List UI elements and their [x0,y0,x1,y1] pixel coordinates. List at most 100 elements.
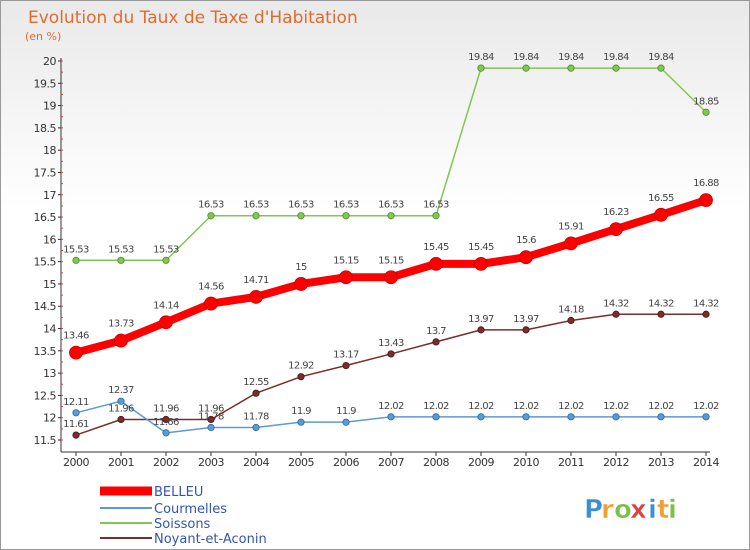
data-point-soissons [477,64,485,72]
data-point-noyant-et-aconin [342,361,350,370]
data-label-soissons: 16.53 [243,200,269,211]
logo-letter: i [668,495,677,525]
data-point-belleu [249,289,263,304]
chart-subtitle: (en %) [25,30,61,43]
data-label-soissons: 16.53 [333,200,359,211]
data-point-soissons [657,64,665,72]
y-tick-label: 13.5 [34,345,57,358]
data-label-belleu: 16.55 [648,193,674,204]
data-point-soissons [432,212,440,220]
data-label-courmelles: 12.02 [423,401,449,412]
data-label-belleu: 13.73 [108,319,134,330]
data-label-belleu: 14.56 [198,282,224,293]
data-point-soissons [612,64,620,72]
data-point-soissons [117,256,125,264]
data-label-noyant-et-aconin: 11.96 [153,403,179,414]
data-point-belleu [699,193,713,208]
data-point-belleu [609,222,623,236]
data-point-noyant-et-aconin [567,316,575,325]
data-label-belleu: 16.23 [603,207,629,218]
x-tick-label: 2004 [243,456,269,469]
y-tick-label: 14 [43,323,56,336]
data-point-noyant-et-aconin [117,415,125,424]
x-tick-label: 2008 [423,456,449,469]
data-point-courmelles [117,397,125,405]
data-point-belleu [339,270,353,285]
data-point-courmelles [477,413,485,421]
data-point-belleu [204,296,218,311]
data-label-courmelles: 12.02 [378,401,404,412]
data-label-soissons: 19.84 [468,52,494,63]
data-label-noyant-et-aconin: 12.92 [288,361,314,372]
data-label-courmelles: 12.11 [63,397,89,408]
data-label-courmelles: 12.02 [648,401,674,412]
data-label-soissons: 19.84 [603,52,629,63]
logo-letter: P [584,495,603,525]
y-ticks: 11.5 12 12.5 13 13.5 14 14.5 15 15.5 16 16.5 17 17.5… [34,55,63,447]
x-tick-label: 2011 [558,456,584,469]
data-point-soissons [207,212,215,220]
data-label-belleu: 16.88 [693,178,719,189]
data-label-noyant-et-aconin: 11.96 [108,403,134,414]
data-point-noyant-et-aconin [207,415,215,424]
data-label-noyant-et-aconin: 11.96 [198,403,224,414]
data-point-belleu [159,315,173,330]
x-tick-label: 2005 [288,456,314,469]
legend-item-courmelles: Courmelles [100,502,227,517]
y-tick-label: 13 [43,367,56,380]
data-point-soissons [702,108,710,116]
data-label-belleu: 14.14 [153,300,179,311]
data-point-belleu [429,256,443,271]
data-point-courmelles [432,413,440,421]
data-label-soissons: 16.53 [378,200,404,211]
x-tick-label: 2002 [153,456,179,469]
data-point-noyant-et-aconin [702,310,710,318]
data-label-belleu: 13.46 [63,331,89,342]
data-point-courmelles [252,423,260,432]
data-point-soissons [297,212,305,220]
x-tick-label: 2009 [468,456,494,469]
data-label-belleu: 14.71 [243,275,269,286]
data-label-belleu: 15 [295,262,307,273]
y-tick-label: 11.5 [34,434,57,447]
data-label-noyant-et-aconin: 11.61 [63,419,89,430]
data-label-courmelles: 12.37 [108,385,134,396]
data-point-belleu [564,236,578,251]
y-tick-label: 14.5 [34,300,57,313]
legend-label-belleu: BELLEU [154,485,203,500]
data-label-soissons: 16.53 [423,200,449,211]
x-ticks: 2000 2001 2002 2003 2004 2005 2006 2007 2008 2009… [63,452,720,469]
data-label-noyant-et-aconin: 13.43 [378,338,404,349]
data-point-noyant-et-aconin [477,326,485,334]
y-tick-label: 16 [43,233,56,246]
data-point-belleu [69,345,83,360]
x-tick-label: 2000 [63,456,89,469]
data-label-soissons: 19.84 [558,52,584,63]
y-tick-label: 20 [43,55,56,68]
data-point-soissons [522,64,530,72]
data-label-soissons: 15.53 [108,244,134,255]
data-point-courmelles [702,413,710,421]
data-point-noyant-et-aconin [252,389,260,397]
data-point-belleu [294,277,308,291]
legend: BELLEU Courmelles Soissons Noyant-et-Aco… [100,485,267,547]
data-label-noyant-et-aconin: 12.55 [243,377,269,388]
data-point-soissons [162,256,170,264]
y-tick-label: 12 [43,412,56,425]
logo-letter: r [601,495,614,525]
legend-label-soissons: Soissons [154,517,211,532]
data-label-belleu: 15.45 [423,242,449,253]
data-label-soissons: 16.53 [198,200,224,211]
data-label-noyant-et-aconin: 13.97 [468,314,494,325]
proxiti-logo: Pr ox i ti [584,495,678,526]
data-point-courmelles [612,413,620,421]
y-tick-label: 12.5 [34,389,57,402]
data-point-noyant-et-aconin [387,350,395,358]
y-tick-label: 17 [43,189,56,202]
data-label-courmelles: 12.02 [558,401,584,412]
legend-item-noyant-et-aconin: Noyant-et-Aconin [100,532,267,547]
chart-axes [60,58,710,453]
data-label-soissons: 19.84 [648,52,674,63]
y-tick-label: 17.5 [34,166,57,179]
